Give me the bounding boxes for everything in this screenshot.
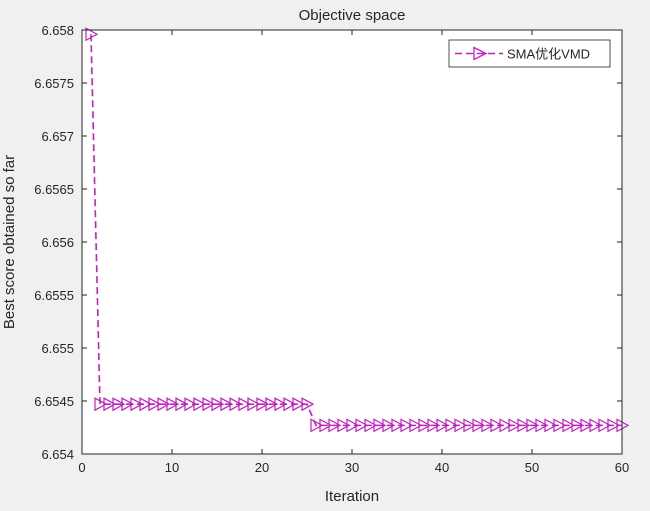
data-point-marker bbox=[256, 397, 270, 412]
y-tick-label: 6.6565 bbox=[34, 182, 74, 197]
data-point-marker bbox=[517, 418, 531, 433]
y-tick-label: 6.6545 bbox=[34, 394, 74, 409]
data-point-marker bbox=[202, 397, 216, 412]
data-point-marker bbox=[121, 397, 135, 412]
data-point-marker bbox=[283, 397, 297, 412]
data-point-marker bbox=[337, 418, 351, 433]
data-point-marker bbox=[400, 418, 414, 433]
data-point-marker bbox=[274, 397, 288, 412]
data-point-marker bbox=[445, 418, 459, 433]
data-point-marker bbox=[130, 397, 144, 412]
data-point-marker bbox=[157, 397, 171, 412]
data-point-marker bbox=[490, 418, 504, 433]
y-tick-label: 6.658 bbox=[41, 23, 74, 38]
data-point-marker bbox=[238, 397, 252, 412]
data-point-marker bbox=[310, 418, 324, 433]
x-tick-label: 10 bbox=[165, 460, 179, 475]
data-point-marker bbox=[265, 397, 279, 412]
data-point-marker bbox=[418, 418, 432, 433]
data-point-marker bbox=[229, 397, 243, 412]
data-point-marker bbox=[454, 418, 468, 433]
legend-label: SMA优化VMD bbox=[507, 47, 590, 62]
data-point-marker bbox=[211, 397, 225, 412]
data-point-marker bbox=[562, 418, 576, 433]
data-point-marker bbox=[319, 418, 333, 433]
data-point-marker bbox=[535, 418, 549, 433]
data-point-marker bbox=[301, 397, 315, 412]
x-tick-label: 50 bbox=[525, 460, 539, 475]
data-point-marker bbox=[220, 397, 234, 412]
data-point-marker bbox=[436, 418, 450, 433]
data-point-marker bbox=[112, 397, 126, 412]
data-point-marker bbox=[85, 27, 99, 42]
data-point-marker bbox=[508, 418, 522, 433]
data-point-marker bbox=[103, 397, 117, 412]
data-point-marker bbox=[589, 418, 603, 433]
y-tick-label: 6.657 bbox=[41, 129, 74, 144]
data-point-marker bbox=[481, 418, 495, 433]
y-tick-label: 6.654 bbox=[41, 447, 74, 462]
data-point-marker bbox=[175, 397, 189, 412]
data-point-marker bbox=[247, 397, 261, 412]
x-tick-label: 60 bbox=[615, 460, 629, 475]
data-point-marker bbox=[526, 418, 540, 433]
x-tick-label: 30 bbox=[345, 460, 359, 475]
x-tick-label: 0 bbox=[78, 460, 85, 475]
data-point-marker bbox=[544, 418, 558, 433]
data-point-marker bbox=[472, 418, 486, 433]
legend-box bbox=[448, 39, 611, 68]
data-point-marker bbox=[580, 418, 594, 433]
data-point-marker bbox=[382, 418, 396, 433]
plot-area bbox=[82, 30, 622, 454]
data-point-marker bbox=[328, 418, 342, 433]
x-tick-label: 20 bbox=[255, 460, 269, 475]
legend-marker-triangle bbox=[473, 46, 488, 61]
data-point-marker bbox=[148, 397, 162, 412]
data-point-marker bbox=[607, 418, 621, 433]
y-tick-label: 6.6555 bbox=[34, 288, 74, 303]
data-point-marker bbox=[139, 397, 153, 412]
data-point-marker bbox=[499, 418, 513, 433]
data-point-marker bbox=[184, 397, 198, 412]
data-point-marker bbox=[364, 418, 378, 433]
data-point-marker bbox=[463, 418, 477, 433]
legend: SMA优化VMD bbox=[448, 39, 611, 68]
y-tick-label: 6.656 bbox=[41, 235, 74, 250]
x-tick-label: 40 bbox=[435, 460, 449, 475]
data-point-marker bbox=[598, 418, 612, 433]
x-axis-label: Iteration bbox=[325, 488, 379, 505]
data-point-marker bbox=[427, 418, 441, 433]
ticks-layer: 0 10 20 30 40 50 60 6.654 6.6545 6.655 6.6555 6.656… bbox=[34, 23, 629, 475]
data-point-marker bbox=[94, 397, 108, 412]
y-tick-label: 6.655 bbox=[41, 341, 74, 356]
data-point-marker bbox=[292, 397, 306, 412]
chart-title: Objective space bbox=[299, 7, 406, 24]
data-point-marker bbox=[346, 418, 360, 433]
data-point-marker bbox=[355, 418, 369, 433]
y-axis-label: Best score obtained so far bbox=[1, 155, 18, 329]
data-point-marker bbox=[391, 418, 405, 433]
data-point-marker bbox=[193, 397, 207, 412]
data-point-marker bbox=[409, 418, 423, 433]
data-point-marker bbox=[571, 418, 585, 433]
data-point-marker bbox=[553, 418, 567, 433]
data-point-marker bbox=[166, 397, 180, 412]
y-tick-label: 6.6575 bbox=[34, 76, 74, 91]
data-point-marker bbox=[373, 418, 387, 433]
